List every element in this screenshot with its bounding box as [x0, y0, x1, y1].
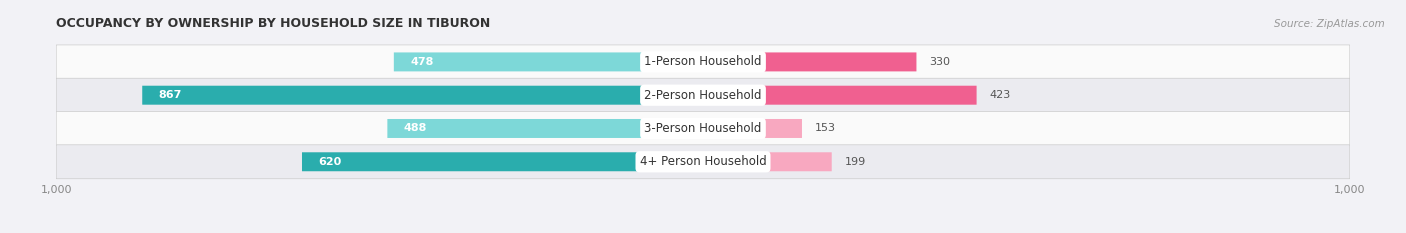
Text: 199: 199 [845, 157, 866, 167]
FancyBboxPatch shape [703, 152, 832, 171]
Text: 330: 330 [929, 57, 950, 67]
FancyBboxPatch shape [56, 145, 1350, 179]
Text: 478: 478 [411, 57, 433, 67]
Text: 620: 620 [318, 157, 342, 167]
FancyBboxPatch shape [703, 119, 801, 138]
FancyBboxPatch shape [394, 52, 703, 71]
Text: 2-Person Household: 2-Person Household [644, 89, 762, 102]
FancyBboxPatch shape [56, 45, 1350, 79]
FancyBboxPatch shape [388, 119, 703, 138]
Text: 153: 153 [815, 123, 837, 134]
Text: 4+ Person Household: 4+ Person Household [640, 155, 766, 168]
Text: 3-Person Household: 3-Person Household [644, 122, 762, 135]
Text: 1-Person Household: 1-Person Household [644, 55, 762, 69]
Text: 423: 423 [990, 90, 1011, 100]
Text: OCCUPANCY BY OWNERSHIP BY HOUSEHOLD SIZE IN TIBURON: OCCUPANCY BY OWNERSHIP BY HOUSEHOLD SIZE… [56, 17, 491, 30]
FancyBboxPatch shape [142, 86, 703, 105]
Text: Source: ZipAtlas.com: Source: ZipAtlas.com [1274, 19, 1385, 29]
Text: 867: 867 [159, 90, 181, 100]
FancyBboxPatch shape [56, 112, 1350, 145]
Text: 488: 488 [404, 123, 427, 134]
FancyBboxPatch shape [56, 78, 1350, 112]
FancyBboxPatch shape [703, 86, 977, 105]
FancyBboxPatch shape [703, 52, 917, 71]
FancyBboxPatch shape [302, 152, 703, 171]
